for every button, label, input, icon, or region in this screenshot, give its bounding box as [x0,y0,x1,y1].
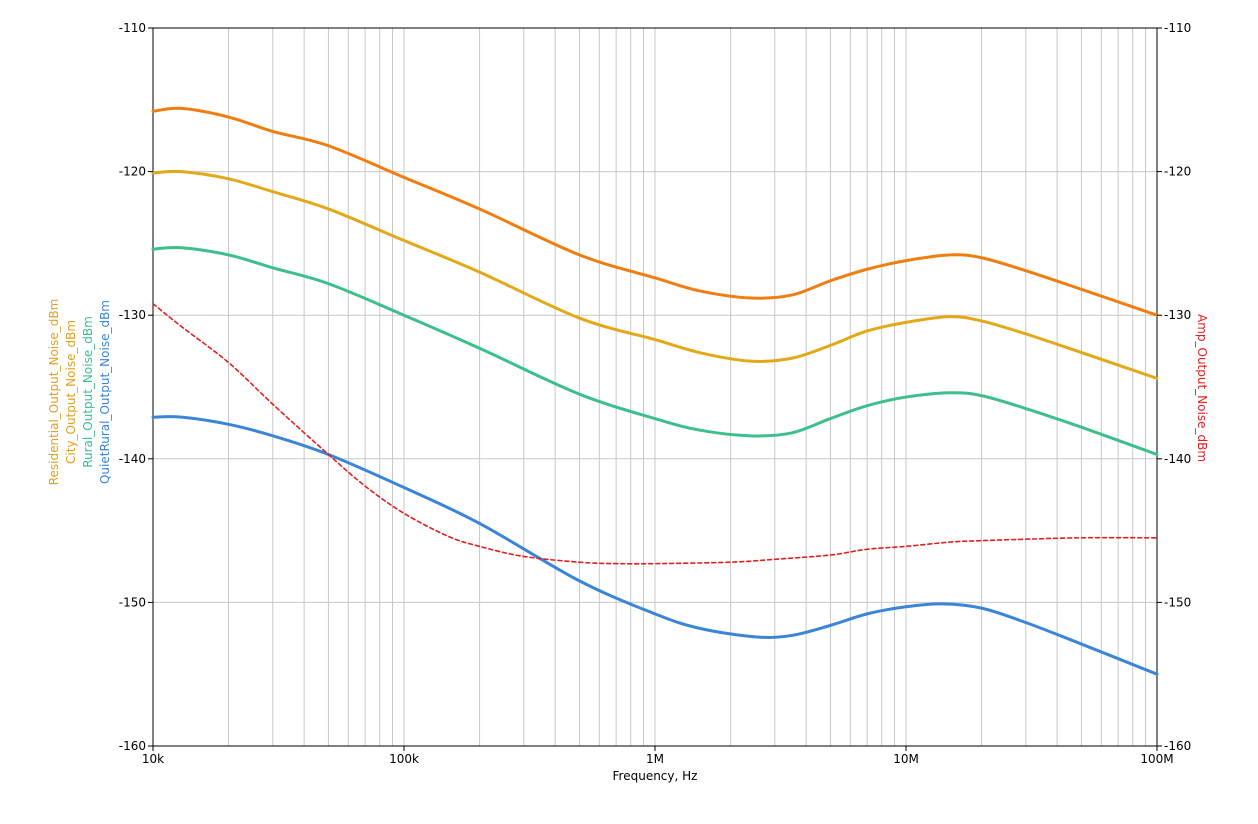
right-axis-title: Amp_Output_Noise_dBm [1195,314,1209,462]
right-y-tick-label: -140 [1164,452,1191,466]
left-axis-titles: Residential_Output_Noise_dBm City_Output_… [47,299,112,486]
series-Amp_Output_Noise_dBm [152,302,1158,565]
left-axis-title: Rural_Output_Noise_dBm [81,316,95,468]
left-axis-title: Residential_Output_Noise_dBm [47,299,61,486]
series-layer [151,106,1159,676]
left-axis-title: QuietRural_Output_Noise_dBm [98,300,112,484]
left-y-tick-label: -130 [119,308,146,322]
right-y-tick-label: -110 [1164,21,1191,35]
left-y-tick-label: -120 [119,165,146,179]
right-y-tick-label: -130 [1164,308,1191,322]
left-y-tick-label: -110 [119,21,146,35]
left-axis-title: City_Output_Noise_dBm [64,320,78,464]
left-y-axis: -110 -120 -130 -140 -150 -160 [119,21,153,753]
x-tick-label: 10M [893,752,919,766]
series-Residential_Output_Noise_dBm [151,106,1159,317]
x-tick-label: 100M [1140,752,1173,766]
series-City_Output_Noise_dBm [151,169,1159,380]
x-axis-title: Frequency, Hz [613,769,698,783]
right-y-tick-label: -150 [1164,595,1191,609]
x-tick-label: 10k [142,752,164,766]
right-y-axis: -110 -120 -130 -140 -150 -160 [1157,21,1191,753]
series-Rural_Output_Noise_dBm [151,245,1159,456]
series-QuietRural_Output_Noise_dBm [151,415,1159,676]
x-tick-label: 100k [389,752,419,766]
right-y-tick-label: -120 [1164,165,1191,179]
x-tick-label: 1M [646,752,664,766]
left-y-tick-label: -150 [119,595,146,609]
right-y-tick-label: -160 [1164,739,1191,753]
x-axis: 10k 100k 1M 10M 100M [142,746,1174,766]
left-y-tick-label: -160 [119,739,146,753]
left-y-tick-label: -140 [119,452,146,466]
grid-lines [152,27,1157,747]
